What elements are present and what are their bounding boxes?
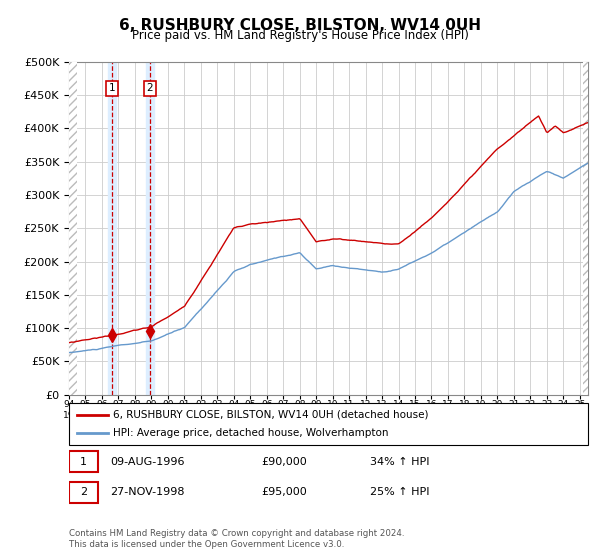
FancyBboxPatch shape xyxy=(69,451,98,472)
Text: 6, RUSHBURY CLOSE, BILSTON, WV14 0UH (detached house): 6, RUSHBURY CLOSE, BILSTON, WV14 0UH (de… xyxy=(113,410,428,420)
FancyBboxPatch shape xyxy=(69,482,98,503)
Text: Price paid vs. HM Land Registry's House Price Index (HPI): Price paid vs. HM Land Registry's House … xyxy=(131,29,469,42)
FancyBboxPatch shape xyxy=(69,403,588,445)
Text: 2: 2 xyxy=(146,83,153,94)
Text: 25% ↑ HPI: 25% ↑ HPI xyxy=(370,487,430,497)
Text: 09-AUG-1996: 09-AUG-1996 xyxy=(110,456,185,466)
Text: 34% ↑ HPI: 34% ↑ HPI xyxy=(370,456,430,466)
Bar xyxy=(583,62,591,395)
Text: £95,000: £95,000 xyxy=(261,487,307,497)
Text: 1: 1 xyxy=(80,456,87,466)
Bar xyxy=(146,62,154,395)
Text: £90,000: £90,000 xyxy=(261,456,307,466)
Text: 27-NOV-1998: 27-NOV-1998 xyxy=(110,487,185,497)
Text: 6, RUSHBURY CLOSE, BILSTON, WV14 0UH: 6, RUSHBURY CLOSE, BILSTON, WV14 0UH xyxy=(119,18,481,33)
Text: 1: 1 xyxy=(109,83,115,94)
Bar xyxy=(108,62,116,395)
Text: 2: 2 xyxy=(80,487,87,497)
Text: HPI: Average price, detached house, Wolverhampton: HPI: Average price, detached house, Wolv… xyxy=(113,428,389,438)
Text: Contains HM Land Registry data © Crown copyright and database right 2024.
This d: Contains HM Land Registry data © Crown c… xyxy=(69,529,404,549)
Bar xyxy=(69,62,77,395)
